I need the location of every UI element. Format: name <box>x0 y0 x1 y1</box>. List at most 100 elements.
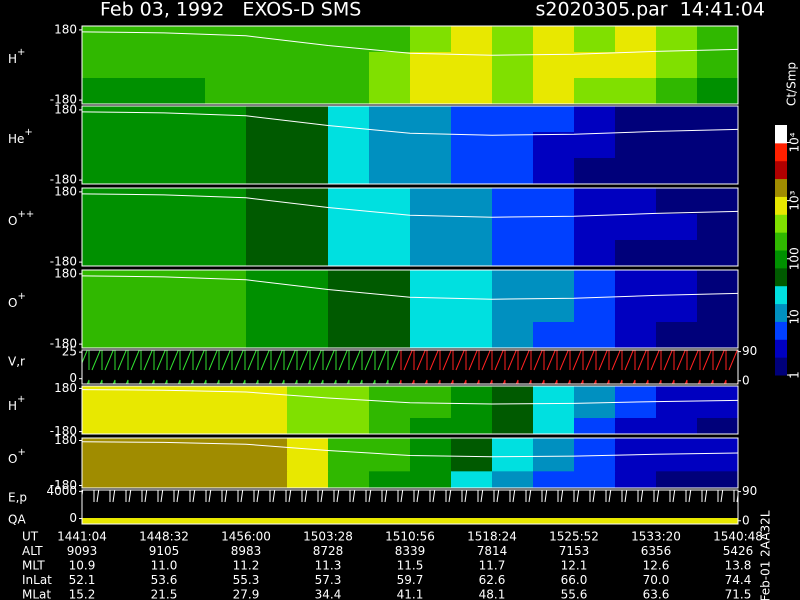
heatmap-cell <box>656 188 698 215</box>
heatmap-cell <box>328 188 370 215</box>
title: Feb 03, 1992 EXOS-D SMS <box>100 0 361 21</box>
heatmap-cell <box>656 270 698 297</box>
quality-strip <box>82 518 738 524</box>
heatmap-cell <box>492 270 534 297</box>
label-base: H <box>8 399 17 413</box>
heatmap-cell <box>205 418 247 435</box>
heatmap-cell <box>246 78 288 105</box>
heatmap-cell <box>533 386 575 403</box>
heatmap-cell <box>533 106 575 133</box>
heatmap-cell <box>246 132 288 159</box>
color-scale-swatch <box>775 321 787 340</box>
color-scale-swatch <box>775 214 787 233</box>
heatmap-cell <box>287 386 329 403</box>
table-cell: 59.7 <box>397 573 424 587</box>
color-scale-swatch <box>775 232 787 251</box>
heatmap-cell <box>451 296 493 323</box>
heatmap-cell <box>369 438 411 456</box>
heatmap-cell <box>246 296 288 323</box>
heatmap-cell <box>246 418 288 435</box>
heatmap-cell <box>369 106 411 133</box>
table-row-label: MLat <box>22 588 51 600</box>
heatmap-cell <box>615 471 657 489</box>
heatmap-cell <box>574 322 616 349</box>
heatmap-cell <box>82 26 124 53</box>
heatmap-cell <box>533 438 575 456</box>
heatmap-cell <box>123 214 165 241</box>
heatmap-cell <box>574 454 616 472</box>
panel-frame <box>81 489 739 525</box>
heatmap-cell <box>697 52 739 79</box>
color-scale-swatch <box>775 196 787 215</box>
heatmap-cell <box>410 418 452 435</box>
heatmap-cell <box>123 296 165 323</box>
heatmap-cell <box>164 438 206 456</box>
table-cell: 34.4 <box>315 588 342 600</box>
heatmap-cell <box>656 454 698 472</box>
heatmap-cell <box>328 214 370 241</box>
heatmap-cell <box>410 240 452 267</box>
y-tick-label: 0 <box>69 511 77 525</box>
table-cell: 1448:32 <box>139 530 189 544</box>
trace-line <box>81 389 739 405</box>
heatmap-cell <box>164 322 206 349</box>
heatmap-cell <box>451 270 493 297</box>
heatmap-cell <box>697 322 739 349</box>
table-cell: 63.6 <box>643 588 670 600</box>
heatmap-cell <box>533 454 575 472</box>
heatmap-cell <box>82 386 124 403</box>
heatmap-cell <box>82 296 124 323</box>
heatmap-cell <box>492 438 534 456</box>
color-scale-swatch <box>775 285 787 305</box>
heatmap-cell <box>533 402 575 419</box>
trace-line <box>81 111 739 136</box>
heatmap-cell <box>533 26 575 53</box>
heatmap-cell <box>246 188 288 215</box>
heatmap-cell <box>328 158 370 185</box>
heatmap-cell <box>451 52 493 79</box>
heatmap-cell <box>656 322 698 349</box>
y-tick-label: -180 <box>50 173 77 187</box>
heatmap-cell <box>574 132 616 159</box>
heatmap-cell <box>287 438 329 456</box>
heatmap-cell <box>287 106 329 133</box>
heatmap-cell <box>533 78 575 105</box>
panel-frame <box>81 105 739 185</box>
table-cell: 11.7 <box>479 559 506 573</box>
heatmap-cell <box>615 322 657 349</box>
heatmap-cell <box>328 26 370 53</box>
label-base: H <box>8 51 17 65</box>
heatmap-cell <box>492 158 534 185</box>
heatmap-cell <box>697 418 739 435</box>
heatmap-cell <box>656 132 698 159</box>
heatmap-cell <box>410 402 452 419</box>
trace-line <box>81 275 739 300</box>
heatmap-cell <box>615 52 657 79</box>
heatmap-cell <box>287 240 329 267</box>
label-base: O <box>8 452 17 466</box>
color-scale-swatch <box>775 357 787 376</box>
heatmap-cell <box>697 188 739 215</box>
heatmap-cell <box>287 471 329 489</box>
heatmap-cell <box>205 78 247 105</box>
heatmap-cell <box>697 132 739 159</box>
heatmap-cell <box>656 402 698 419</box>
heatmap-cell <box>574 158 616 185</box>
heatmap-cell <box>451 418 493 435</box>
heatmap-cell <box>656 418 698 435</box>
heatmap-cell <box>574 106 616 133</box>
heatmap-cell <box>574 471 616 489</box>
table-cell: 74.4 <box>725 573 752 587</box>
heatmap-cell <box>164 214 206 241</box>
heatmap-cell <box>287 296 329 323</box>
y-tick-label: 180 <box>54 184 77 198</box>
heatmap-cell <box>656 214 698 241</box>
heatmap-cell <box>451 132 493 159</box>
label-base: He <box>8 131 24 145</box>
heatmap-cell <box>287 270 329 297</box>
y-tick-label: -180 <box>50 255 77 269</box>
heatmap-cell <box>205 26 247 53</box>
heatmap-cell <box>123 52 165 79</box>
heatmap-cell <box>410 322 452 349</box>
